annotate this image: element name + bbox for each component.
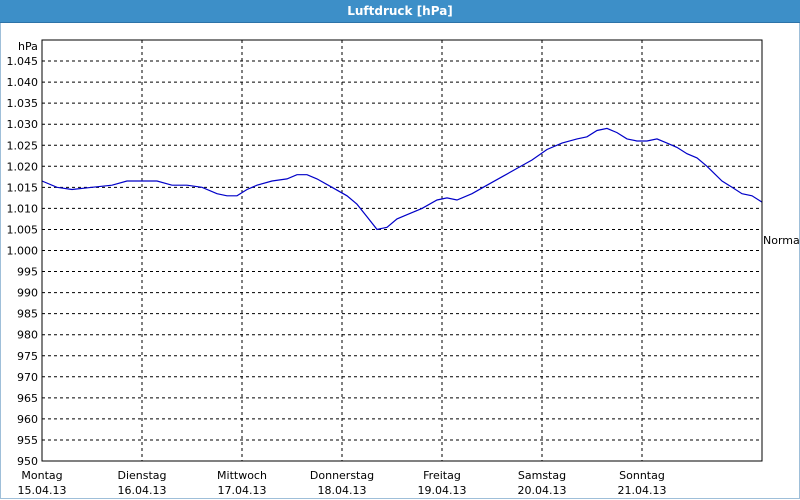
y-tick-label: 1.005 <box>7 223 39 236</box>
x-tick-day: Mittwoch <box>217 469 267 482</box>
y-tick-label: 995 <box>17 266 38 279</box>
x-tick-date: 16.04.13 <box>118 484 167 497</box>
x-tick-day: Donnerstag <box>310 469 374 482</box>
reference-line-label: Normal <box>763 234 800 247</box>
x-tick-date: 18.04.13 <box>318 484 367 497</box>
y-axis: 950 955 960 965 970 975 980 985 990 995 1.000 1.005… <box>7 55 39 468</box>
x-axis: Montag 15.04.13 Dienstag 16.04.13 Mittwoch 17… <box>18 469 667 497</box>
series-layer <box>41 127 763 231</box>
series-line <box>41 127 763 231</box>
y-tick-label: 1.025 <box>7 139 39 152</box>
y-tick-label: 970 <box>17 371 38 384</box>
y-tick-label: 1.040 <box>7 76 39 89</box>
y-tick-label: 1.045 <box>7 55 39 68</box>
x-tick-date: 17.04.13 <box>218 484 267 497</box>
y-tick-label: 950 <box>17 455 38 468</box>
x-tick-day: Samstag <box>518 469 566 482</box>
y-tick-label: 1.020 <box>7 160 39 173</box>
x-tick-date: 15.04.13 <box>18 484 67 497</box>
y-tick-label: 990 <box>17 287 38 300</box>
plot-border <box>41 39 763 462</box>
x-tick-day: Montag <box>21 469 62 482</box>
x-tick-date: 19.04.13 <box>418 484 467 497</box>
grid <box>42 40 762 462</box>
y-tick-label: 965 <box>17 392 38 405</box>
y-tick-label: 955 <box>17 434 38 447</box>
y-tick-label: 1.030 <box>7 118 39 131</box>
y-axis-label: hPa <box>18 40 38 53</box>
y-tick-label: 1.010 <box>7 202 39 215</box>
chart-title: Luftdruck [hPa] <box>0 0 800 23</box>
x-tick-day: Dienstag <box>117 469 166 482</box>
y-tick-label: 1.035 <box>7 97 39 110</box>
y-tick-label: 1.000 <box>7 245 39 258</box>
y-tick-label: 980 <box>17 329 38 342</box>
y-tick-label: 960 <box>17 413 38 426</box>
x-tick-date: 20.04.13 <box>518 484 567 497</box>
x-tick-day: Freitag <box>423 469 461 482</box>
y-tick-label: 985 <box>17 308 38 321</box>
x-tick-date: 21.04.13 <box>618 484 667 497</box>
plot-area-border <box>41 39 763 462</box>
x-tick-day: Sonntag <box>619 469 665 482</box>
y-tick-label: 975 <box>17 350 38 363</box>
y-tick-label: 1.015 <box>7 181 39 194</box>
